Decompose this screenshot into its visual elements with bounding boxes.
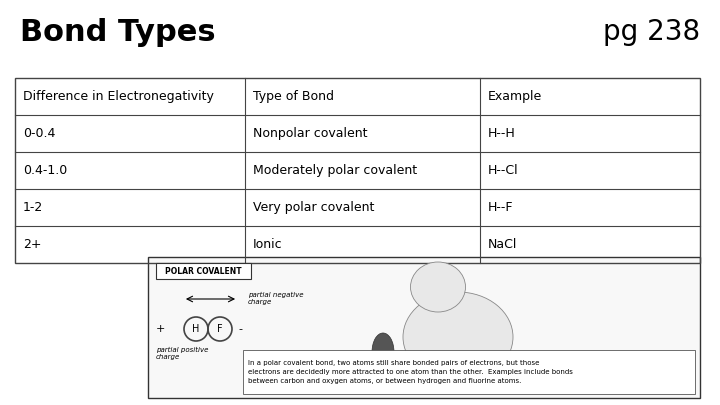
Text: H: H: [192, 324, 199, 334]
Text: 1-2: 1-2: [23, 201, 43, 214]
Text: F: F: [217, 324, 222, 334]
Text: 0.4-1.0: 0.4-1.0: [23, 164, 67, 177]
Bar: [243, 350, 695, 394]
Text: +: +: [156, 324, 166, 334]
Text: Type of Bond: Type of Bond: [253, 90, 334, 103]
Text: POLAR COVALENT: POLAR COVALENT: [165, 266, 242, 275]
Bar: [148, 257, 700, 398]
Text: 2+: 2+: [23, 238, 42, 251]
Text: In a polar covalent bond, two atoms still share bonded pairs of electrons, but t: In a polar covalent bond, two atoms stil…: [248, 360, 573, 384]
Text: partial negative
charge: partial negative charge: [248, 292, 304, 305]
Text: H--Cl: H--Cl: [488, 164, 518, 177]
Text: H--F: H--F: [488, 201, 513, 214]
Text: H--H: H--H: [488, 127, 516, 140]
Text: Bond Types: Bond Types: [20, 18, 215, 47]
Bar: [156, 263, 251, 279]
Text: partial positive
charge: partial positive charge: [156, 347, 208, 360]
Text: NaCl: NaCl: [488, 238, 518, 251]
Ellipse shape: [372, 333, 394, 371]
Text: Difference in Electronegativity: Difference in Electronegativity: [23, 90, 214, 103]
Text: Very polar covalent: Very polar covalent: [253, 201, 374, 214]
Text: Moderately polar covalent: Moderately polar covalent: [253, 164, 417, 177]
Text: Ionic: Ionic: [253, 238, 283, 251]
Ellipse shape: [403, 292, 513, 382]
Text: -: -: [238, 324, 242, 334]
Bar: [15, 78, 700, 263]
Ellipse shape: [410, 262, 466, 312]
Text: 0-0.4: 0-0.4: [23, 127, 55, 140]
Text: Nonpolar covalent: Nonpolar covalent: [253, 127, 367, 140]
Text: pg 238: pg 238: [603, 18, 700, 46]
Text: Example: Example: [488, 90, 542, 103]
